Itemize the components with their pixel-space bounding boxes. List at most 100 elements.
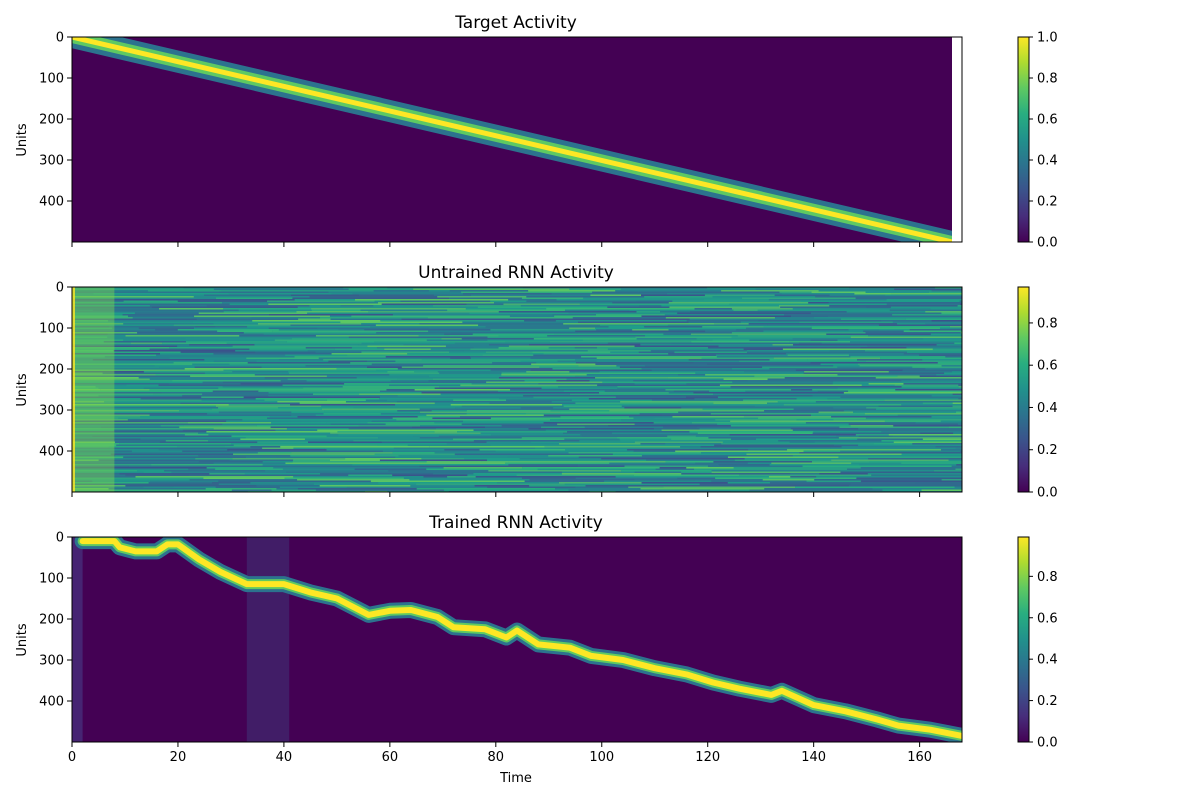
heatmap-streak	[353, 440, 474, 442]
heatmap-streak	[820, 363, 858, 366]
heatmap-streak	[878, 324, 962, 327]
colorbar-tick-label: 0.0	[1037, 236, 1058, 251]
heatmap-streak	[667, 324, 768, 327]
heatmap-streak	[386, 389, 415, 391]
heatmap-streak	[462, 420, 622, 423]
heatmap-streak	[361, 323, 420, 325]
heatmap-streak	[72, 308, 160, 310]
heatmap-streak	[628, 486, 664, 489]
heatmap-streak	[569, 327, 596, 330]
heatmap-streak	[530, 357, 597, 360]
heatmap-streak	[264, 399, 291, 402]
heatmap-streak	[941, 479, 962, 481]
heatmap-streak	[330, 318, 402, 321]
heatmap-streak	[228, 404, 291, 406]
heatmap-streak	[563, 323, 715, 325]
heatmap-streak	[169, 357, 247, 360]
heatmap-streak	[543, 353, 669, 355]
heatmap-streak	[764, 410, 844, 412]
heatmap-streak	[552, 368, 642, 370]
heatmap-streak	[911, 378, 962, 381]
heatmap-streak	[739, 474, 872, 477]
heatmap-streak	[262, 461, 293, 463]
heatmap-streak	[72, 408, 213, 411]
heatmap-streak	[414, 371, 438, 373]
heatmap-streak	[508, 299, 557, 301]
heatmap-streak	[227, 449, 327, 451]
heatmap-streak	[222, 302, 379, 304]
heatmap-streak	[559, 443, 641, 445]
heatmap-streak	[387, 399, 454, 402]
heatmap-streak	[595, 327, 747, 330]
heatmap-streak	[149, 348, 250, 351]
heatmap-streak	[789, 441, 815, 444]
heatmap-streak	[543, 422, 654, 424]
heatmap-streak	[72, 435, 93, 438]
heatmap-streak	[262, 447, 294, 450]
heatmap-streak	[345, 401, 397, 403]
heatmap-streak	[388, 470, 489, 472]
heatmap-streak	[276, 456, 396, 459]
heatmap-streak	[772, 344, 794, 346]
heatmap-streak	[231, 435, 327, 438]
heatmap-streak	[577, 332, 732, 334]
heatmap-streak	[177, 345, 233, 348]
heatmap-streak	[790, 473, 820, 475]
heatmap-streak	[116, 444, 234, 447]
heatmap-streak	[218, 480, 371, 483]
heatmap-streak	[280, 446, 430, 448]
heatmap-streak	[810, 339, 838, 342]
colorbar-tick-label: 0.6	[1037, 113, 1058, 128]
heatmap-streak	[232, 345, 368, 348]
heatmap-streak	[351, 315, 510, 318]
heatmap-streak	[669, 306, 781, 309]
heatmap-streak	[544, 446, 681, 448]
heatmap-streak	[233, 453, 375, 456]
heatmap-streak	[72, 489, 232, 492]
heatmap-streak	[722, 441, 790, 444]
heatmap-streak	[700, 446, 842, 448]
heatmap-streak	[151, 306, 298, 309]
heatmap-streak	[595, 377, 668, 379]
heatmap-streak	[426, 414, 544, 417]
heatmap-streak	[681, 473, 791, 475]
heatmap-streak	[384, 348, 431, 351]
heatmap-streak	[194, 366, 262, 369]
heatmap-streak	[361, 351, 450, 354]
heatmap-streak	[501, 425, 609, 427]
heatmap-streak	[764, 488, 821, 490]
heatmap-streak	[215, 405, 322, 408]
heatmap-streak	[480, 432, 564, 435]
heatmap-streak	[897, 323, 926, 325]
heatmap-streak	[293, 447, 325, 450]
heatmap-streak	[180, 402, 300, 405]
heatmap-streak	[893, 441, 962, 444]
heatmap-streak	[256, 485, 320, 487]
heatmap-streak	[470, 294, 591, 297]
heatmap-streak	[343, 287, 388, 289]
heatmap-streak	[222, 452, 258, 454]
heatmap-streak	[617, 386, 731, 388]
heatmap-streak	[715, 354, 788, 357]
heatmap-streak	[245, 456, 277, 459]
heatmap-streak	[361, 342, 455, 345]
heatmap-streak	[952, 402, 962, 405]
heatmap-streak	[828, 302, 962, 304]
heatmap-streak	[268, 303, 382, 306]
heatmap-streak	[607, 306, 670, 309]
heatmap-streak	[303, 387, 435, 390]
heatmap-streak	[374, 300, 401, 303]
heatmap-streak	[787, 449, 942, 451]
heatmap-streak	[745, 390, 818, 393]
heatmap-streak	[746, 350, 830, 352]
heatmap-streak	[569, 393, 714, 396]
heatmap-streak	[450, 404, 563, 406]
heatmap-streak	[454, 342, 608, 345]
heatmap-streak	[812, 432, 921, 435]
band-core	[79, 538, 962, 739]
y-tick-label: 400	[39, 695, 64, 710]
heatmap-streak	[226, 420, 372, 423]
heatmap-streak	[276, 488, 298, 490]
heatmap-streak	[331, 353, 408, 355]
heatmap-streak	[537, 468, 656, 471]
